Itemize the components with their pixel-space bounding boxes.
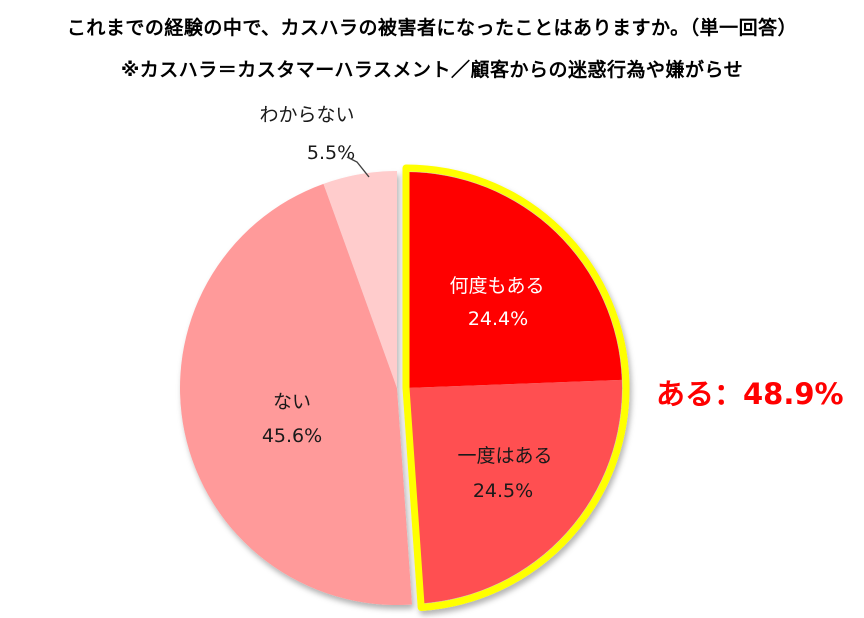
label-leader-line (346, 156, 370, 178)
chart-subtitle: ※カスハラ＝カスタマーハラスメント／顧客からの迷惑行為や嫌がらせ (120, 59, 744, 81)
chart-title: これまでの経験の中で、カスハラの被害者になったことはありますか。（単一回答） (66, 17, 798, 39)
slice-label-value-1: 24.5% (473, 480, 533, 502)
slice-label-value-3: 5.5% (307, 142, 355, 164)
slice-label-value-2: 45.6% (262, 425, 322, 447)
slice-label-name-1: 一度はある (457, 445, 552, 467)
pie-slice-0 (406, 172, 622, 388)
group-total-annotation: ある：48.9% (656, 377, 844, 411)
pie-slice-1 (406, 379, 622, 604)
slice-label-value-0: 24.4% (468, 308, 528, 330)
slice-label-name-2: ない (273, 391, 311, 413)
pie-slice-3 (323, 171, 397, 388)
highlight-group-outline (402, 164, 630, 611)
slice-label-name-0: 何度もある (449, 275, 544, 297)
slice-label-name-3: わからない (259, 104, 354, 126)
pie-slice-2 (180, 183, 412, 606)
